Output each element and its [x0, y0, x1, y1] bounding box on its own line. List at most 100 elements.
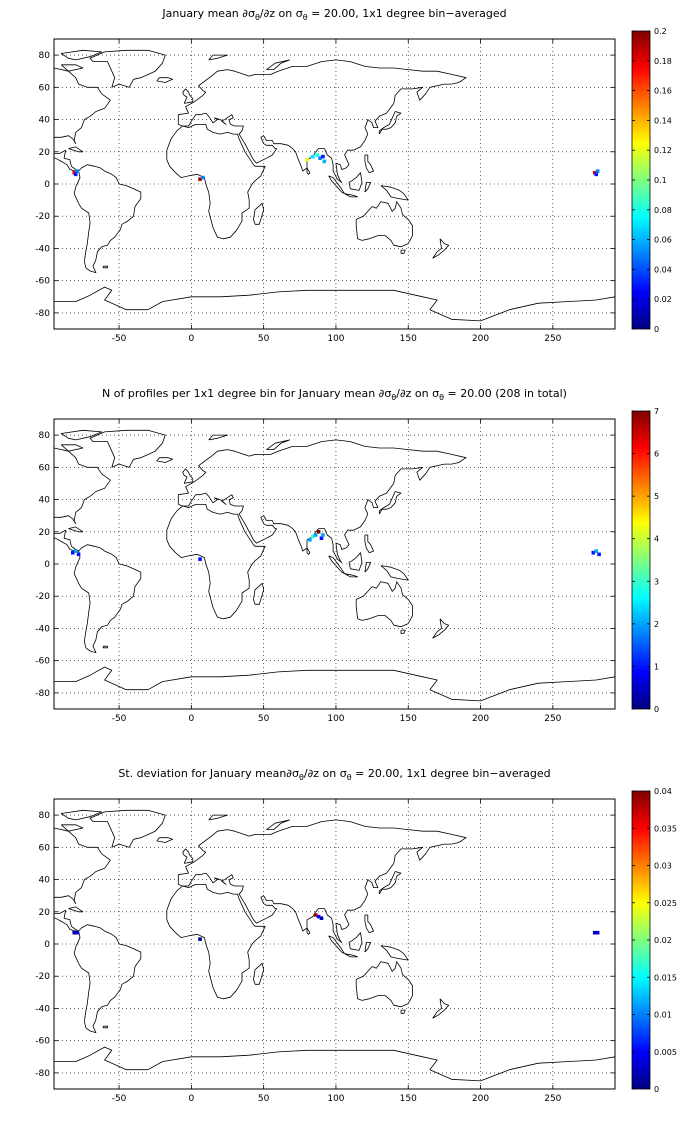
y-tick-label: 80	[39, 51, 51, 61]
coastline	[432, 618, 450, 639]
data-cell	[319, 916, 324, 921]
coastline	[73, 164, 142, 273]
coastline	[182, 468, 194, 484]
data-cell	[198, 937, 202, 941]
coastline	[68, 146, 84, 153]
colorbar-tick-label: 0.18	[654, 57, 672, 66]
x-tick-label: 0	[188, 334, 194, 344]
y-tick-label: -20	[35, 972, 50, 982]
title-subscript: θ	[255, 13, 260, 22]
data-cell	[76, 552, 81, 557]
coastline	[89, 429, 166, 468]
title-text: /∂z on σ	[396, 387, 439, 400]
coastline	[54, 157, 79, 172]
colorbar-tick-label: 0.005	[654, 1048, 677, 1057]
coastline	[182, 848, 194, 864]
coastline	[364, 942, 371, 953]
data-cell	[305, 158, 309, 162]
data-cell	[198, 557, 202, 561]
coastline	[378, 491, 402, 515]
coastline	[177, 819, 467, 943]
coastline	[54, 447, 111, 552]
coastline	[328, 555, 345, 575]
title-text: = 20.00 (208 in total)	[444, 387, 567, 400]
colorbar-tick-label: 0.2	[654, 27, 667, 36]
y-tick-label: 60	[39, 463, 51, 473]
colorbar-tick-label: 0.1	[654, 176, 667, 185]
data-cell	[315, 153, 319, 157]
coastline	[208, 54, 228, 61]
coastline	[60, 64, 84, 72]
colorbar-tick-label: 0	[654, 1085, 659, 1094]
colorbar-tick-label: 6	[654, 450, 659, 459]
x-tick-label: 250	[544, 1094, 561, 1104]
chart-title-1: January mean ∂σθ/∂z on σθ = 20.00, 1x1 d…	[161, 7, 506, 22]
title-text: January mean ∂σ	[161, 7, 255, 20]
colorbar-tick-label: 0.04	[654, 787, 672, 796]
colorbar-tick-label: 0.02	[654, 936, 672, 945]
coastline	[432, 238, 450, 259]
y-tick-label: 0	[44, 940, 50, 950]
colorbar-tick-label: 0.06	[654, 236, 672, 245]
coastline	[400, 629, 406, 634]
coastline	[60, 444, 84, 452]
data-cell	[311, 534, 315, 539]
y-tick-label: -80	[35, 689, 50, 699]
coastline	[355, 201, 413, 248]
coastline	[355, 581, 413, 628]
coastline	[328, 175, 345, 195]
chart-panel-3: -50 0 50 100 150 200 250 -80 -60 -40 -20 0 20 40 60 80 0…	[35, 787, 677, 1104]
data-cell	[311, 154, 315, 159]
title-subscript: θ	[299, 773, 304, 782]
coastline	[355, 961, 413, 1008]
data-cell	[316, 529, 321, 534]
coastline	[156, 457, 173, 463]
y-tick-label: -40	[35, 624, 50, 634]
y-tick-label: 60	[39, 83, 51, 93]
coastlines	[54, 429, 615, 702]
coastline	[182, 88, 194, 104]
data-cell	[316, 914, 321, 919]
colorbar-tick-label: 5	[654, 492, 659, 501]
x-tick-label: 200	[472, 334, 489, 344]
coastline	[73, 924, 142, 1033]
title-text: /∂z on σ	[304, 767, 347, 780]
x-tick-label: 0	[188, 714, 194, 724]
coastline	[60, 429, 103, 441]
coastline	[348, 932, 363, 951]
coastline	[378, 871, 402, 895]
coastline	[306, 547, 311, 555]
title-subscript: θ	[347, 773, 352, 782]
coastline	[54, 67, 111, 172]
data-cell	[594, 549, 599, 553]
data-cell	[321, 533, 325, 537]
coastline	[68, 526, 84, 533]
coastline	[166, 124, 266, 240]
coastline	[156, 77, 173, 83]
coastlines	[54, 809, 615, 1082]
coastline	[177, 439, 467, 563]
coastline	[253, 962, 265, 985]
data-cell	[313, 533, 318, 537]
y-tick-label: 80	[39, 811, 51, 821]
data-cell	[75, 169, 79, 173]
x-tick-label: 150	[400, 1094, 417, 1104]
coastline	[54, 827, 111, 932]
coastline	[89, 49, 166, 88]
title-subscript: θ	[303, 13, 308, 22]
coastline	[102, 1025, 108, 1029]
coastline	[364, 562, 371, 573]
colorbar-tick-label: 0.04	[654, 265, 672, 274]
title-subscript: θ	[391, 393, 396, 402]
y-tick-label: 40	[39, 876, 51, 886]
coastline	[166, 504, 266, 620]
x-tick-label: 250	[544, 334, 561, 344]
colorbar-tick-label: 0.01	[654, 1011, 672, 1020]
data-cell	[308, 538, 312, 542]
data-cell	[319, 536, 324, 541]
y-tick-label: 40	[39, 116, 51, 126]
coastline	[177, 59, 467, 183]
coastline	[208, 434, 228, 441]
data-cell	[73, 172, 78, 177]
